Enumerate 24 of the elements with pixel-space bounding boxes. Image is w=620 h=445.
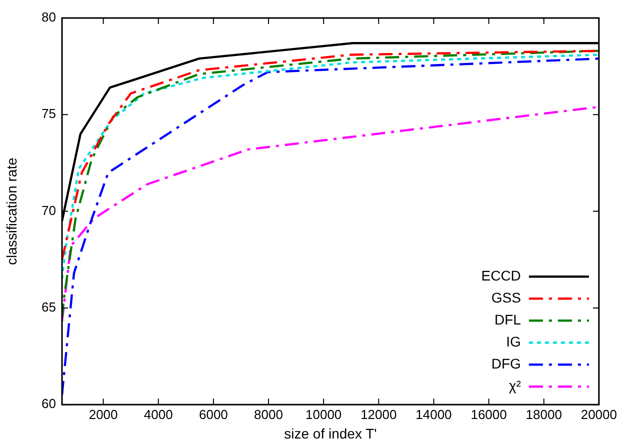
y-tick-label: 60	[42, 396, 56, 412]
x-tick-label: 14000	[416, 406, 452, 422]
line-series	[62, 57, 599, 396]
x-tick-label: 2000	[88, 406, 118, 422]
legend-label: ECCD	[481, 267, 521, 284]
legend-label: DFL	[494, 311, 522, 328]
y-tick-label: 65	[42, 300, 56, 315]
x-axis-title: size of index T'	[284, 425, 377, 442]
x-tick-label: 18000	[526, 406, 562, 422]
legend-label: DFG	[491, 355, 521, 372]
x-tick-label: 8000	[254, 406, 283, 422]
legend-label: IG	[506, 333, 521, 350]
y-tick-label: 70	[42, 202, 56, 218]
legend-label: GSS	[491, 289, 521, 306]
x-tick-label: 20000	[580, 406, 618, 422]
y-axis-title: classification rate	[3, 157, 20, 265]
x-tick-label: 10000	[306, 406, 342, 422]
x-tick-label: 6000	[198, 406, 228, 422]
x-tick-label: 16000	[470, 406, 507, 422]
legend-label: χ²	[508, 377, 522, 394]
x-tick-label: 4000	[144, 406, 173, 422]
y-tick-label: 80	[42, 10, 56, 25]
x-tick-label: 12000	[360, 406, 397, 422]
y-tick-label: 75	[42, 106, 56, 122]
